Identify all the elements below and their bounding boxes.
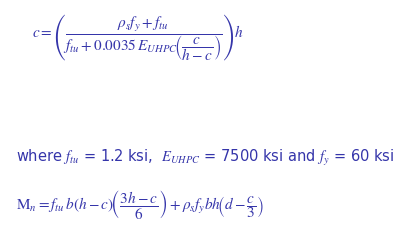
Text: where $f_{tu}$ = 1.2 ksi,  $E_{UHPC}$ = 7500 ksi and $f_y$ = 60 ksi: where $f_{tu}$ = 1.2 ksi, $E_{UHPC}$ = 7… bbox=[16, 148, 394, 168]
Text: $\mathrm{M}_n = f_{tu}\, b(h-c)\!\left( \dfrac{3h-c}{6} \right) + \rho_s f_y bh\: $\mathrm{M}_n = f_{tu}\, b(h-c)\!\left( … bbox=[16, 187, 264, 220]
Text: $c = \left( \dfrac{\rho_s f_y + f_{tu}}{f_{tu} + 0.0035\, E_{UHPC} \!\left( \dfr: $c = \left( \dfrac{\rho_s f_y + f_{tu}}{… bbox=[32, 12, 243, 62]
